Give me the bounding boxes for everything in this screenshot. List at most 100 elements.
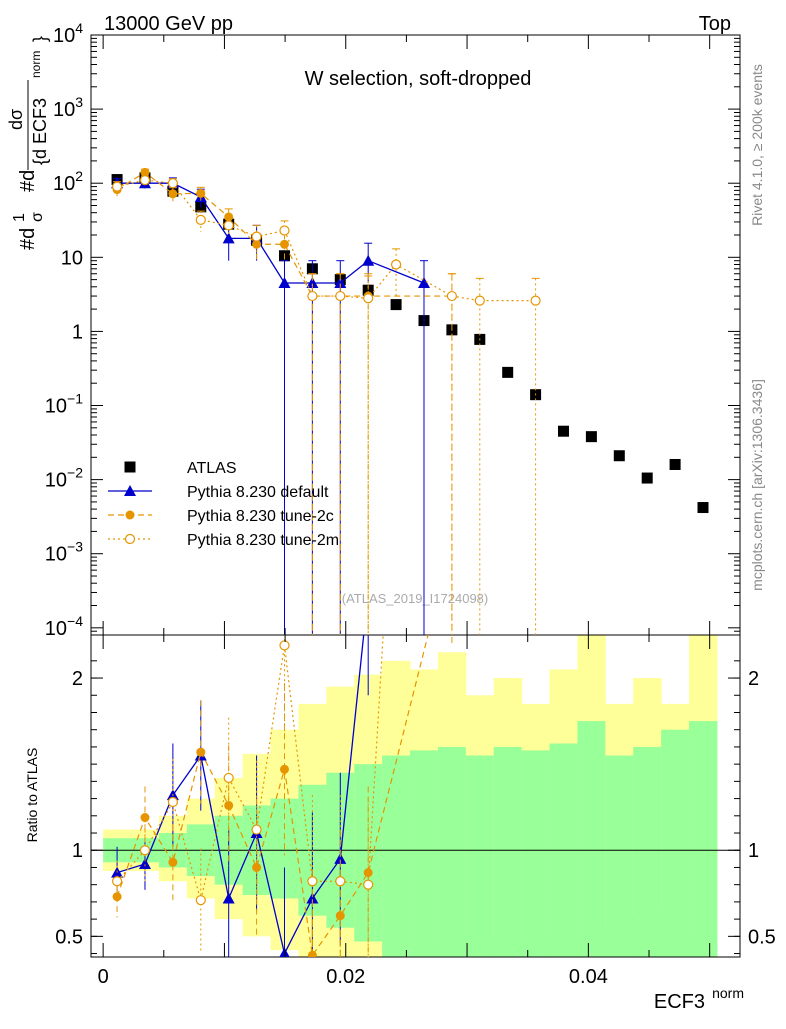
inner-band-bin	[465, 755, 495, 957]
main-y-tick-label: 10−3	[45, 539, 83, 566]
y-label-dsigma: dσ	[6, 109, 26, 130]
legend: ATLAS Pythia 8.230 default Pythia 8.230 tu…	[108, 460, 339, 549]
main-y-tick-label: 10−4	[45, 613, 83, 640]
pythia-8-230-tune-2m-ratio-point	[279, 640, 290, 651]
ratio-y-tick-label-right: 0.5	[748, 926, 776, 948]
y-label-close: }	[30, 36, 50, 42]
pythia-8-230-default-ratio-point	[222, 892, 235, 904]
pythia-8-230-tune-2c-ratio-point	[196, 747, 206, 757]
inner-band-bin	[661, 729, 690, 957]
legend-marker-atlas	[124, 461, 136, 473]
pythia-8-230-tune-2m-point	[363, 293, 374, 304]
atlas-data-point	[585, 431, 597, 443]
pythia-8-230-tune-2m-ratio-point	[195, 895, 206, 906]
ratio-panel-frame	[90, 634, 741, 958]
inner-band-bin	[689, 721, 718, 957]
pythia-8-230-default-ratio-point	[334, 852, 347, 864]
pythia-8-230-tune-2m-ratio-point	[307, 876, 318, 887]
main-series-layer	[111, 167, 709, 635]
pythia-8-230-default-point	[278, 277, 291, 289]
ratio-y-tick-label: 0.5	[55, 926, 83, 948]
inner-band-bin	[633, 746, 662, 957]
inner-band-bin	[382, 755, 411, 957]
atlas-data-point	[613, 450, 625, 462]
energy-label: 13000 GeV pp	[104, 13, 233, 35]
legend-marker-pythia-8-230-default	[124, 485, 136, 496]
pythia-8-230-tune-2m-line	[116, 179, 536, 302]
pythia-8-230-tune-2c-point	[252, 239, 262, 249]
inner-band-bin	[493, 746, 523, 957]
analysis-id: (ATLAS_2019_I1724098)	[342, 591, 488, 606]
pythia-8-230-default-point	[417, 277, 430, 289]
pythia-8-230-tune-2m-ratio-point	[139, 845, 151, 856]
legend-label-atlas: ATLAS	[187, 460, 237, 477]
pythia-8-230-tune-2m-point	[139, 175, 151, 186]
inner-band-bin	[577, 721, 606, 957]
legend-marker-pythia-8-230-tune-2m	[124, 533, 136, 545]
legend-label-pythia-8-230-tune-2c: Pythia 8.230 tune-2c	[187, 508, 334, 525]
process-label: Top	[699, 13, 731, 35]
pythia-8-230-tune-2m-point	[279, 225, 290, 236]
legend-marker-pythia-8-230-tune-2c	[125, 510, 135, 520]
main-y-axis-label: #d 1 σ #d dσ {d ECF3 norm }	[6, 36, 50, 250]
ratio-y-tick-label: 2	[72, 668, 83, 690]
ratio-panel	[90, 634, 741, 958]
pythia-8-230-tune-2m-ratio-point	[111, 876, 123, 887]
pythia-8-230-tune-2m-ratio-point	[335, 876, 346, 887]
pythia-8-230-default-ratio-point	[279, 947, 290, 957]
inner-band-bin	[521, 750, 551, 957]
pythia-8-230-default-point	[334, 277, 347, 289]
legend-label-pythia-8-230-default: Pythia 8.230 default	[187, 484, 329, 501]
mcplots-label: mcplots.cern.ch [arXiv:1306.3436]	[749, 379, 765, 591]
y-label-decf3: {d ECF3	[30, 98, 50, 165]
inner-band-bin	[437, 746, 467, 957]
pythia-8-230-tune-2c-point	[168, 189, 178, 199]
y-label-d2: #d	[17, 170, 39, 192]
pythia-8-230-tune-2m-point	[474, 295, 485, 306]
pythia-8-230-tune-2m-point	[111, 181, 123, 192]
main-y-tick-label: 102	[53, 168, 83, 195]
main-y-tick-label: 10	[61, 247, 83, 269]
pythia-8-230-default-point	[222, 232, 235, 244]
atlas-data-point	[557, 425, 569, 437]
main-y-tick-label: 103	[53, 94, 83, 121]
pythia-8-230-tune-2c-point	[279, 239, 289, 249]
pythia-8-230-tune-2m-ratio-point	[363, 879, 374, 890]
x-axis-label-sup: norm	[712, 985, 744, 1001]
pythia-8-230-tune-2m-point	[195, 214, 206, 225]
y-label-frac-1: 1	[11, 213, 28, 222]
x-tick-label: 0.04	[569, 966, 608, 988]
atlas-data-point	[502, 366, 514, 378]
pythia-8-230-default-ratio-point	[138, 858, 151, 870]
ratio-series-layer	[111, 635, 453, 957]
pythia-8-230-tune-2c-ratio-point	[224, 800, 234, 810]
main-y-tick-label: 10−2	[45, 465, 83, 492]
pythia-8-230-default-ratio-point	[306, 892, 319, 904]
inner-band-bin	[605, 755, 634, 957]
pythia-8-230-tune-2m-point	[223, 220, 234, 231]
pythia-8-230-tune-2c-ratio-line	[116, 635, 429, 957]
pythia-8-230-tune-2m-point	[167, 178, 178, 189]
ratio-y-tick-label-right: 1	[748, 840, 759, 862]
main-y-tick-label: 1	[72, 321, 83, 343]
x-tick-label: 0.02	[326, 966, 365, 988]
main-y-tick-label: 10−1	[45, 391, 83, 418]
ratio-y-tick-label-right: 2	[748, 668, 759, 690]
atlas-data-point	[390, 299, 402, 311]
atlas-data-point	[669, 458, 681, 470]
pythia-8-230-tune-2c-ratio-point	[168, 857, 178, 867]
legend-label-pythia-8-230-tune-2m: Pythia 8.230 tune-2m	[187, 532, 339, 549]
y-label-d1: #d	[17, 228, 39, 250]
y-label-norm: norm	[29, 51, 43, 78]
pythia-8-230-tune-2c-ratio-point	[307, 950, 317, 957]
pythia-8-230-tune-2m-point	[446, 290, 457, 302]
atlas-data-point	[697, 502, 709, 514]
rivet-label: Rivet 4.1.0, ≥ 200k events	[749, 64, 765, 226]
pythia-8-230-tune-2c-ratio-point	[140, 813, 150, 823]
y-label-sigma: σ	[29, 212, 46, 222]
x-tick-label: 0	[98, 966, 109, 988]
pythia-8-230-tune-2c-point	[196, 188, 206, 198]
